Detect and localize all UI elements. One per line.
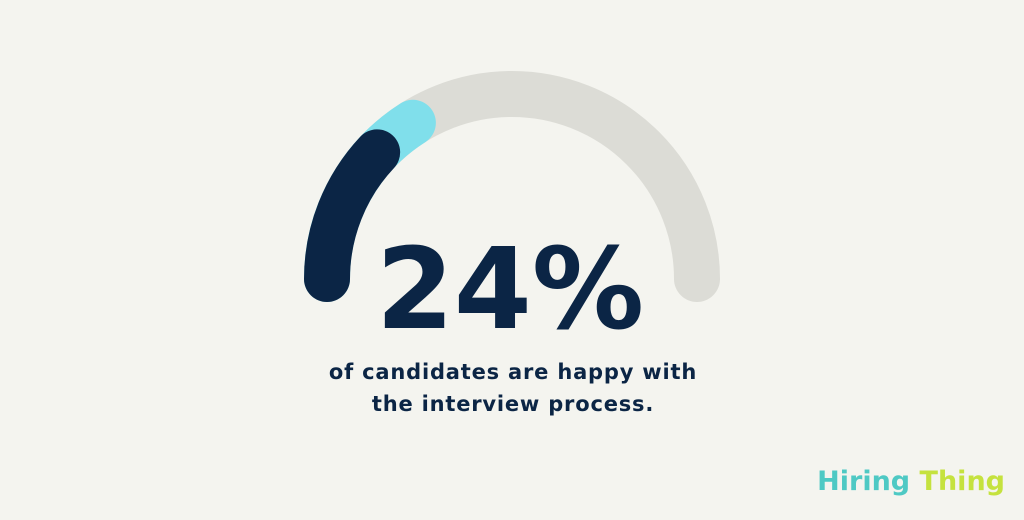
caption-line: the interview process.	[372, 392, 654, 416]
logo-first: Hiring	[817, 466, 910, 497]
logo: Hiring Thing	[817, 466, 1005, 497]
gauge-arc	[304, 129, 401, 302]
gauge-value-label: 24%	[376, 225, 644, 355]
caption-line: of candidates are happy with	[329, 360, 697, 384]
gauge	[304, 71, 720, 302]
logo-second: Thing	[920, 466, 1005, 497]
